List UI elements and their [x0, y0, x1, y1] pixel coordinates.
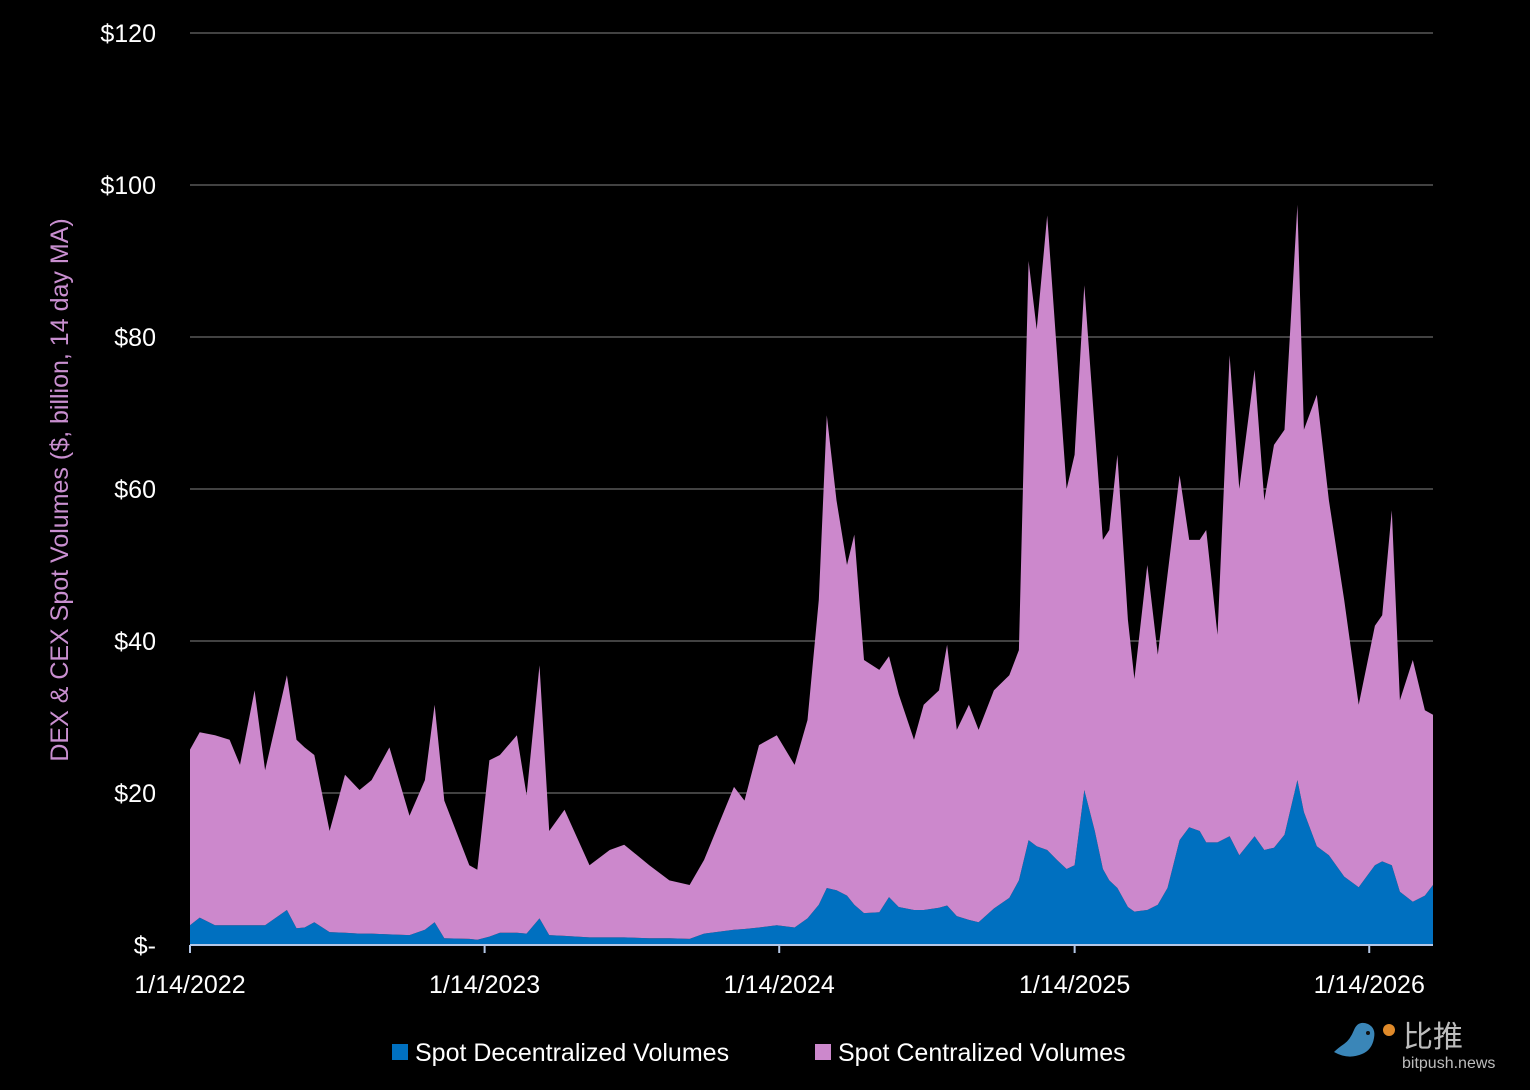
watermark-site: bitpush.news: [1402, 1055, 1495, 1072]
x-tick-label: 1/14/2022: [134, 971, 245, 999]
y-tick-label: $60: [114, 476, 156, 504]
x-tick-label: 1/14/2026: [1314, 971, 1425, 999]
y-tick-label: $120: [100, 20, 156, 48]
y-tick-label: $100: [100, 172, 156, 200]
y-tick-label: $40: [114, 628, 156, 656]
area-spot-decentralized: [190, 780, 1433, 945]
watermark-chinese: 比推: [1403, 1020, 1463, 1055]
legend-label: Spot Centralized Volumes: [838, 1039, 1126, 1067]
legend-swatch: [392, 1044, 408, 1060]
x-axis: 1/14/2022 1/14/2023 1/14/2024 1/14/2025 1/14…: [134, 944, 1433, 999]
x-tick-label: 1/14/2024: [724, 971, 835, 999]
y-tick-label: $80: [114, 324, 156, 352]
bitcoin-coin-icon: [1383, 1024, 1395, 1036]
watermark-logo: 比推 bitpush.news: [1334, 1020, 1495, 1072]
y-tick-label: $20: [114, 780, 156, 808]
stacked-areas: [190, 204, 1433, 945]
bird-eye: [1366, 1031, 1370, 1035]
legend: Spot Decentralized Volumes Spot Centraliz…: [392, 1039, 1126, 1067]
x-tick-label: 1/14/2025: [1019, 971, 1130, 999]
area-spot-centralized: [190, 204, 1433, 940]
legend-label: Spot Decentralized Volumes: [415, 1039, 729, 1067]
y-axis: $- $20 $40 $60 $80 $100 $120: [100, 20, 156, 960]
bird-icon: [1334, 1022, 1375, 1057]
y-axis-label: DEX & CEX Spot Volumes ($, billion, 14 d…: [46, 218, 74, 761]
legend-swatch: [815, 1044, 831, 1060]
x-tick-label: 1/14/2023: [429, 971, 540, 999]
y-tick-label: $-: [134, 932, 156, 960]
